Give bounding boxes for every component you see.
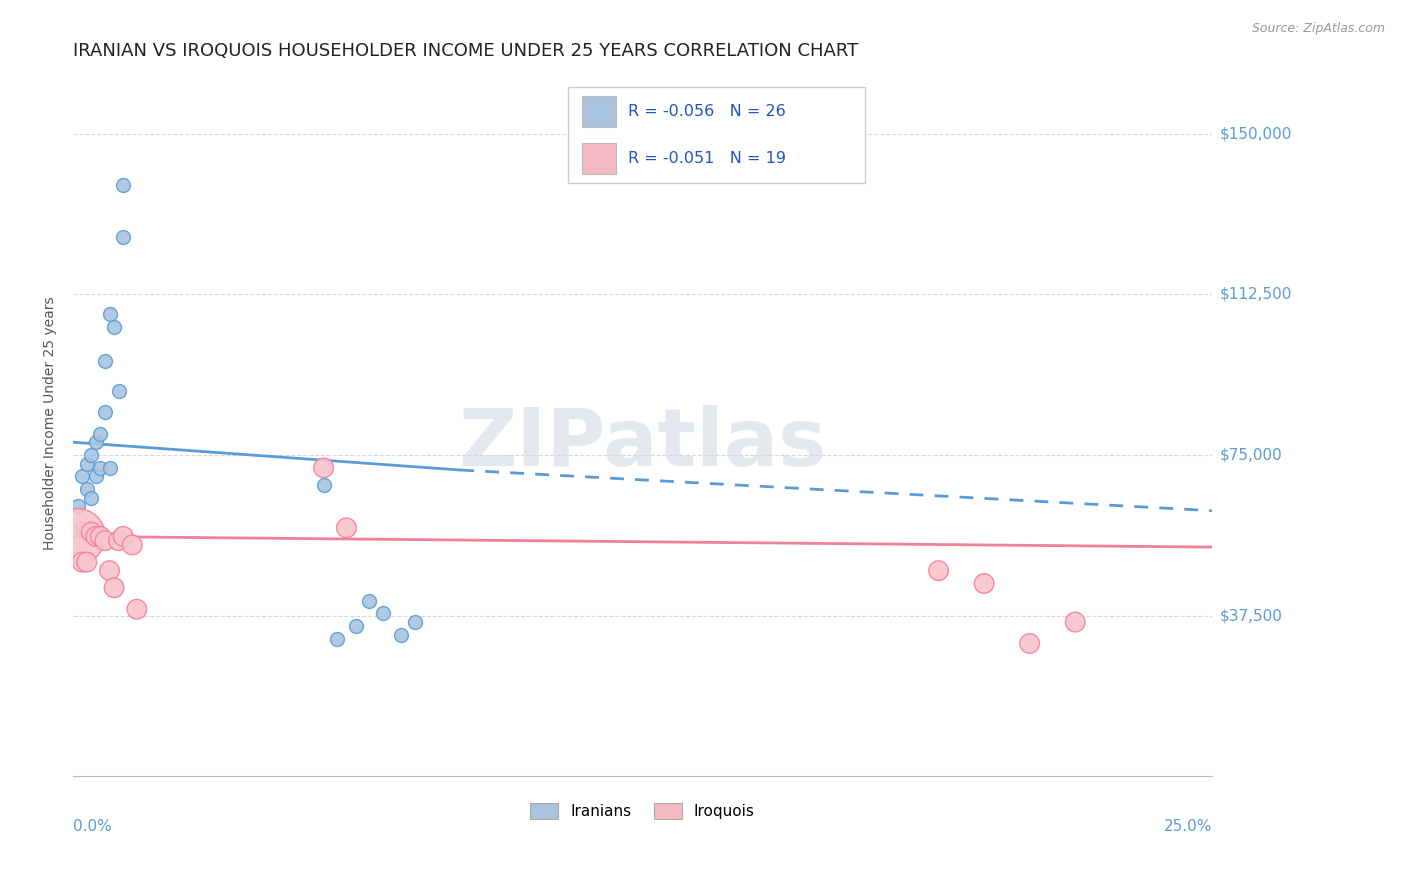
Point <box>335 521 357 535</box>
Point <box>1018 636 1040 650</box>
Point <box>89 426 111 441</box>
Point <box>84 435 107 450</box>
Point <box>389 628 412 642</box>
Text: 0.0%: 0.0% <box>73 819 112 834</box>
Point <box>80 448 103 462</box>
Point <box>94 533 117 548</box>
Point <box>66 529 89 543</box>
Point <box>359 593 381 607</box>
Point <box>312 461 335 475</box>
Point <box>112 178 135 193</box>
Text: $75,000: $75,000 <box>1220 448 1282 463</box>
Text: R = -0.051   N = 19: R = -0.051 N = 19 <box>627 152 786 166</box>
Point <box>89 529 111 543</box>
Point <box>121 538 143 552</box>
Point <box>973 576 995 591</box>
Text: Source: ZipAtlas.com: Source: ZipAtlas.com <box>1251 22 1385 36</box>
Point <box>84 469 107 483</box>
Point <box>80 491 103 505</box>
Point <box>98 307 121 321</box>
Point <box>70 555 93 569</box>
Text: $150,000: $150,000 <box>1220 127 1292 141</box>
Point <box>80 525 103 540</box>
Text: 25.0%: 25.0% <box>1164 819 1212 834</box>
Text: $37,500: $37,500 <box>1220 608 1284 624</box>
Text: ZIPatlas: ZIPatlas <box>458 405 827 483</box>
Point <box>928 564 950 578</box>
Point <box>107 533 129 548</box>
Text: $112,500: $112,500 <box>1220 287 1292 302</box>
Point <box>66 500 89 514</box>
Point <box>112 529 135 543</box>
Point <box>112 229 135 244</box>
Point <box>1064 615 1087 629</box>
Point <box>312 478 335 492</box>
Y-axis label: Householder Income Under 25 years: Householder Income Under 25 years <box>44 296 58 549</box>
Legend: Iranians, Iroquois: Iranians, Iroquois <box>524 797 761 825</box>
Point <box>98 461 121 475</box>
Point <box>94 405 117 419</box>
Point <box>98 564 121 578</box>
Point <box>103 581 125 595</box>
FancyBboxPatch shape <box>582 144 616 175</box>
Point <box>70 521 93 535</box>
Point <box>344 619 367 633</box>
Point <box>371 607 394 621</box>
FancyBboxPatch shape <box>582 95 616 127</box>
Text: IRANIAN VS IROQUOIS HOUSEHOLDER INCOME UNDER 25 YEARS CORRELATION CHART: IRANIAN VS IROQUOIS HOUSEHOLDER INCOME U… <box>73 42 858 60</box>
Point <box>84 529 107 543</box>
Point <box>107 384 129 398</box>
Point <box>404 615 426 629</box>
Text: R = -0.056   N = 26: R = -0.056 N = 26 <box>627 103 786 119</box>
Point <box>103 319 125 334</box>
FancyBboxPatch shape <box>568 87 865 183</box>
Point <box>76 457 98 471</box>
Point <box>326 632 349 647</box>
Point <box>70 469 93 483</box>
Point <box>125 602 148 616</box>
Point <box>94 354 117 368</box>
Point <box>76 483 98 497</box>
Point <box>76 555 98 569</box>
Point <box>89 461 111 475</box>
